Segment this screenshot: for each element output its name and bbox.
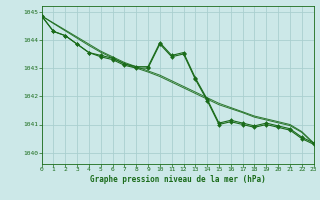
X-axis label: Graphe pression niveau de la mer (hPa): Graphe pression niveau de la mer (hPa) [90, 175, 266, 184]
